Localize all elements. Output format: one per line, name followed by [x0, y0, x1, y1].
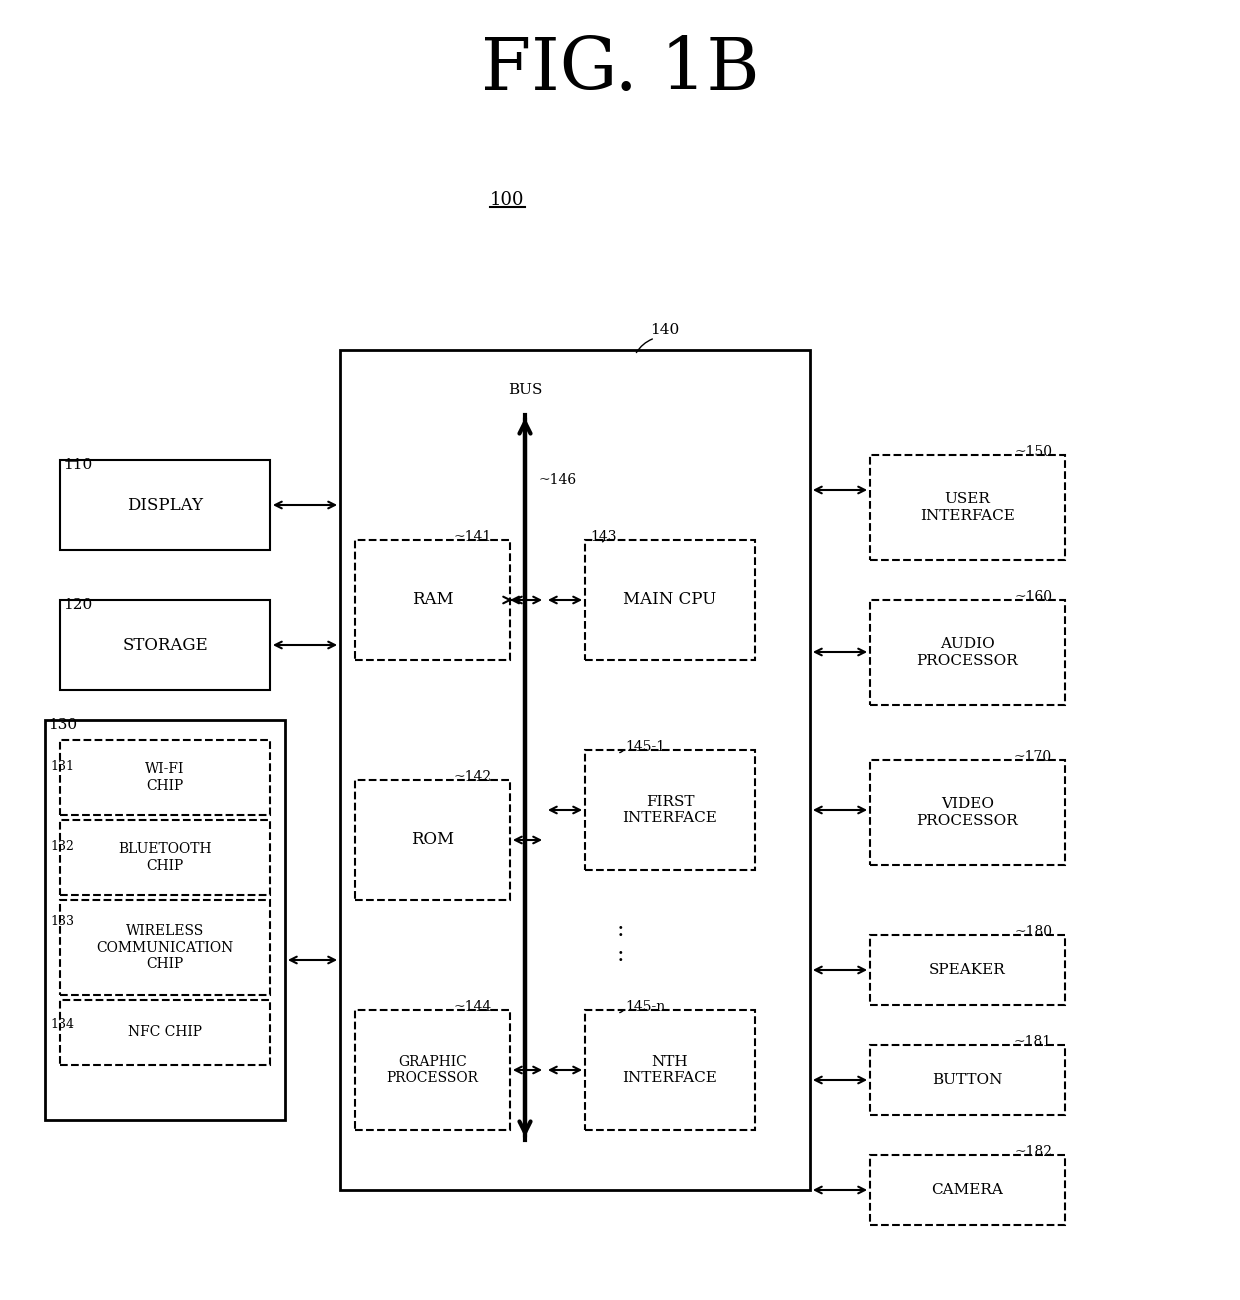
- Text: BUTTON: BUTTON: [932, 1072, 1003, 1087]
- FancyBboxPatch shape: [60, 820, 270, 894]
- Text: ~180: ~180: [1014, 926, 1052, 939]
- Text: :: :: [616, 919, 624, 941]
- Text: ~142: ~142: [454, 770, 492, 784]
- Text: ~150: ~150: [1014, 445, 1052, 459]
- FancyBboxPatch shape: [60, 460, 270, 550]
- Text: AUDIO
PROCESSOR: AUDIO PROCESSOR: [916, 637, 1018, 668]
- FancyBboxPatch shape: [45, 720, 285, 1121]
- Text: ~182: ~182: [1014, 1145, 1052, 1160]
- Text: 131: 131: [50, 760, 74, 774]
- Text: ~181: ~181: [1014, 1035, 1052, 1049]
- Text: GRAPHIC
PROCESSOR: GRAPHIC PROCESSOR: [387, 1054, 479, 1086]
- Text: 132: 132: [50, 840, 74, 853]
- Text: ~141: ~141: [454, 530, 492, 543]
- Text: 134: 134: [50, 1018, 74, 1031]
- Text: 143: 143: [590, 530, 616, 543]
- Text: DISPLAY: DISPLAY: [126, 497, 203, 514]
- Text: CAMERA: CAMERA: [931, 1183, 1003, 1197]
- Text: ROM: ROM: [410, 832, 454, 849]
- Text: 145-1: 145-1: [625, 740, 665, 754]
- Text: NFC CHIP: NFC CHIP: [128, 1026, 202, 1040]
- Text: 145-n: 145-n: [625, 1000, 665, 1014]
- Text: BUS: BUS: [508, 384, 542, 396]
- Text: WI-FI
CHIP: WI-FI CHIP: [145, 762, 185, 793]
- Text: ~144: ~144: [454, 1000, 492, 1014]
- Text: NTH
INTERFACE: NTH INTERFACE: [622, 1054, 718, 1086]
- Text: 133: 133: [50, 915, 74, 928]
- Text: :: :: [616, 944, 624, 966]
- Text: WIRELESS
COMMUNICATION
CHIP: WIRELESS COMMUNICATION CHIP: [97, 924, 233, 971]
- FancyBboxPatch shape: [355, 780, 510, 900]
- Text: 140: 140: [650, 322, 680, 337]
- Text: 120: 120: [63, 598, 92, 612]
- Text: 130: 130: [48, 718, 77, 732]
- FancyBboxPatch shape: [355, 540, 510, 660]
- Text: VIDEO
PROCESSOR: VIDEO PROCESSOR: [916, 797, 1018, 828]
- FancyBboxPatch shape: [60, 1000, 270, 1065]
- FancyBboxPatch shape: [60, 900, 270, 994]
- Text: USER
INTERFACE: USER INTERFACE: [920, 493, 1014, 523]
- FancyBboxPatch shape: [870, 601, 1065, 705]
- FancyBboxPatch shape: [585, 540, 755, 660]
- Text: FIRST
INTERFACE: FIRST INTERFACE: [622, 794, 718, 826]
- Text: RAM: RAM: [412, 592, 454, 608]
- Text: MAIN CPU: MAIN CPU: [624, 592, 717, 608]
- FancyBboxPatch shape: [340, 350, 810, 1190]
- FancyBboxPatch shape: [60, 740, 270, 815]
- Text: ~146: ~146: [538, 473, 577, 488]
- Text: ~160: ~160: [1014, 590, 1052, 605]
- Text: SPEAKER: SPEAKER: [929, 963, 1006, 978]
- FancyBboxPatch shape: [870, 1154, 1065, 1225]
- Text: STORAGE: STORAGE: [122, 637, 208, 654]
- Text: BLUETOOTH
CHIP: BLUETOOTH CHIP: [118, 842, 212, 872]
- FancyBboxPatch shape: [870, 455, 1065, 560]
- FancyBboxPatch shape: [870, 1045, 1065, 1115]
- Text: 100: 100: [490, 191, 525, 209]
- FancyBboxPatch shape: [355, 1010, 510, 1130]
- Text: ~170: ~170: [1014, 750, 1052, 764]
- Text: 110: 110: [63, 458, 92, 472]
- FancyBboxPatch shape: [585, 750, 755, 870]
- FancyBboxPatch shape: [870, 760, 1065, 865]
- Text: FIG. 1B: FIG. 1B: [481, 35, 759, 105]
- FancyBboxPatch shape: [585, 1010, 755, 1130]
- FancyBboxPatch shape: [60, 601, 270, 690]
- FancyBboxPatch shape: [870, 935, 1065, 1005]
